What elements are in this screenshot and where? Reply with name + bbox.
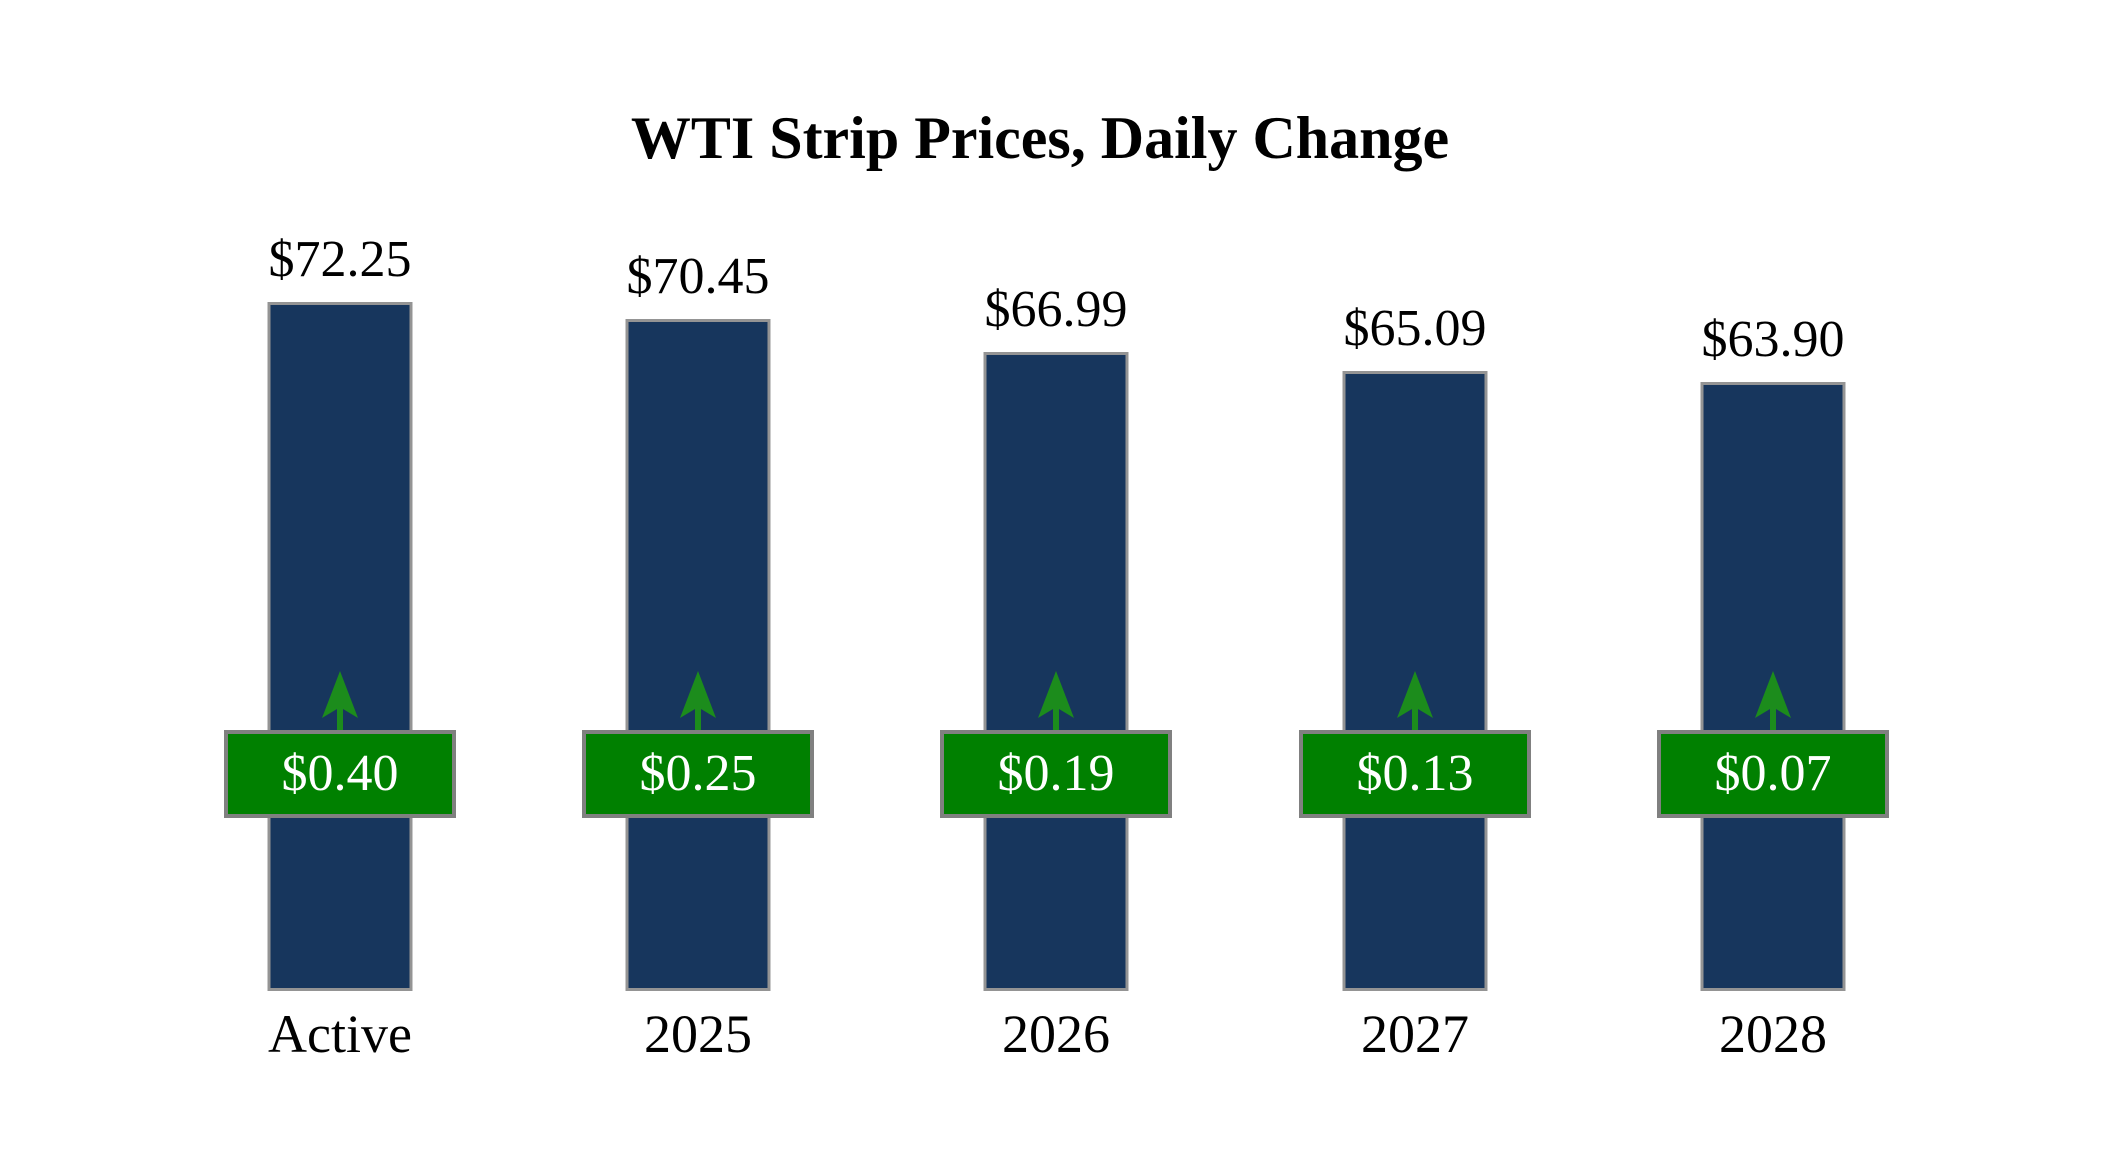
chart-title: WTI Strip Prices, Daily Change	[630, 105, 1450, 171]
daily-change-badge: $0.13	[1299, 730, 1531, 818]
price-label: $65.09	[1343, 300, 1487, 357]
price-bar	[267, 302, 413, 991]
daily-change-badge: $0.07	[1657, 730, 1889, 818]
bar-group: $72.25 $0.40 Active	[160, 0, 520, 1152]
price-label: $63.90	[1701, 311, 1845, 368]
bar-group: $63.90 $0.07 2028	[1593, 0, 1953, 1152]
category-label: 2026	[1002, 1004, 1110, 1064]
category-label: 2027	[1361, 1004, 1469, 1064]
bar-group: $70.45 $0.25 2025	[518, 0, 878, 1152]
category-label: 2025	[644, 1004, 752, 1064]
price-label: $72.25	[268, 231, 412, 288]
price-label: $66.99	[984, 281, 1128, 338]
up-arrow-icon	[1038, 671, 1074, 731]
daily-change-value: $0.13	[1356, 745, 1474, 802]
up-arrow-icon	[680, 671, 716, 731]
daily-change-value: $0.40	[281, 745, 399, 802]
daily-change-badge: $0.40	[224, 730, 456, 818]
up-arrow-icon	[1397, 671, 1433, 731]
daily-change-badge: $0.25	[582, 730, 814, 818]
price-bar	[625, 319, 771, 991]
category-label: 2028	[1719, 1004, 1827, 1064]
daily-change-value: $0.25	[639, 745, 757, 802]
bar-group: $65.09 $0.13 2027	[1235, 0, 1595, 1152]
category-label: Active	[268, 1004, 412, 1064]
up-arrow-icon	[322, 671, 358, 731]
daily-change-value: $0.19	[997, 745, 1115, 802]
up-arrow-icon	[1755, 671, 1791, 731]
price-label: $70.45	[626, 248, 770, 305]
daily-change-value: $0.07	[1714, 745, 1832, 802]
bar-group: $66.99 $0.19 2026	[876, 0, 1236, 1152]
daily-change-badge: $0.19	[940, 730, 1172, 818]
